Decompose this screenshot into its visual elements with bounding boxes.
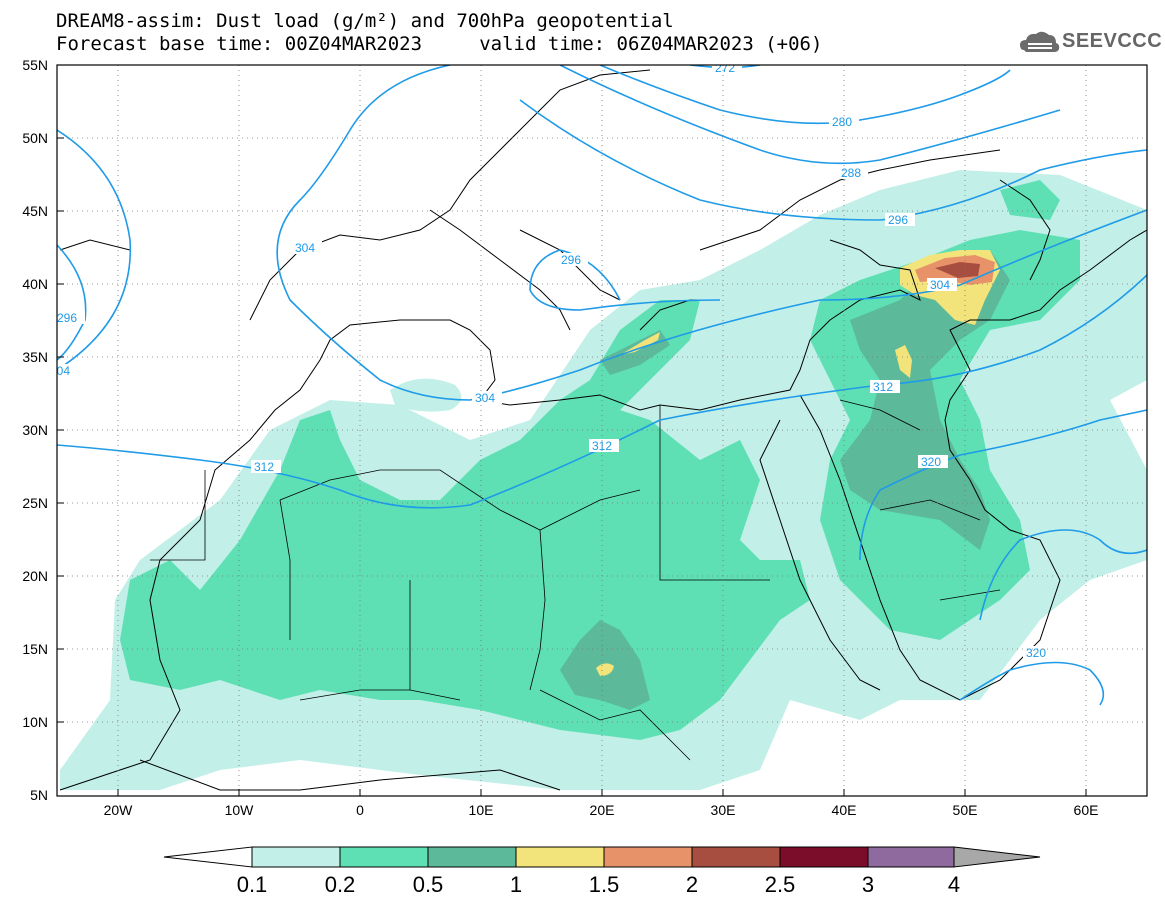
cloud-logo-icon (1020, 31, 1060, 52)
lat-label: 25N (22, 495, 48, 511)
lon-label: 10W (225, 802, 255, 818)
contour-label: 312 (873, 380, 893, 394)
axis-ticks (57, 137, 1087, 796)
contour-label: 320 (1026, 646, 1046, 660)
contour-label: 296 (888, 213, 908, 227)
contour-label: 304 (930, 278, 950, 292)
lat-label: 40N (22, 276, 48, 292)
contour-label: 304 (295, 241, 315, 255)
country-borders (150, 399, 1001, 761)
dust-layer-0-5 (560, 250, 1010, 710)
colorbar-swatch (603, 846, 693, 868)
contour-labels: 272 280 288 296 304 296 304 304 296 312 … (50, 61, 1053, 660)
lat-label: 30N (22, 422, 48, 438)
lon-label: 10E (469, 802, 494, 818)
lon-label: 40E (832, 802, 857, 818)
colorbar-swatch (251, 846, 341, 868)
lon-label: 60E (1074, 802, 1099, 818)
dust-layer-2 (935, 262, 980, 278)
colorbar-label: 1.5 (588, 872, 620, 897)
contour-label: 304 (50, 364, 70, 378)
colorbar-swatch (691, 846, 781, 868)
colorbar-swatch (867, 846, 955, 868)
lat-label: 35N (22, 349, 48, 365)
colorbar-label: 1 (509, 872, 523, 897)
colorbar-label: 2.5 (764, 872, 796, 897)
contour-label: 272 (715, 61, 735, 75)
gridlines (57, 65, 1147, 796)
logo-text: SEEVCCC (1062, 30, 1163, 52)
lat-label: 45N (22, 203, 48, 219)
contour-label: 296 (561, 253, 581, 267)
colorbar-label: 0.2 (324, 872, 356, 897)
lat-labels: 55N 50N 45N 40N 35N 30N 25N 20N 15N 10N … (22, 57, 48, 803)
colorbar-label: 4 (947, 872, 961, 897)
colorbar-swatch (779, 846, 869, 868)
colorbar-label: 3 (861, 872, 875, 897)
colorbar-high-arrow (953, 846, 1041, 868)
contour-label: 304 (475, 391, 495, 405)
colorbar-swatch (515, 846, 605, 868)
geopotential-contours (57, 65, 1147, 706)
lon-label: 50E (953, 802, 978, 818)
colorbar-swatch (427, 846, 517, 868)
colorbar-low-arrow (163, 846, 253, 868)
contour-label: 320 (921, 455, 941, 469)
contour-label: 288 (841, 166, 861, 180)
lat-label: 55N (22, 57, 48, 73)
contour-label: 280 (832, 115, 852, 129)
lat-label: 20N (22, 568, 48, 584)
colorbar (163, 846, 1041, 868)
lat-label: 50N (22, 130, 48, 146)
lon-label: 20W (104, 802, 134, 818)
lat-label: 5N (30, 787, 48, 803)
lon-label: 30E (711, 802, 736, 818)
chart-subtitle: Forecast base time: 00Z04MAR2023 valid t… (56, 33, 823, 55)
lon-label: 0 (356, 802, 364, 818)
lon-labels: 20W 10W 0 10E 20E 30E 40E 50E 60E (104, 802, 1099, 818)
lat-label: 15N (22, 641, 48, 657)
colorbar-label: 0.5 (412, 872, 444, 897)
contour-label: 312 (254, 460, 274, 474)
colorbar-label: 2 (685, 872, 699, 897)
lat-label: 10N (22, 714, 48, 730)
colorbar-swatch (339, 846, 429, 868)
contour-label: 296 (57, 311, 77, 325)
colorbar-label: 0.1 (236, 872, 268, 897)
lon-label: 20E (590, 802, 615, 818)
chart-title: DREAM8-assim: Dust load (g/m²) and 700hP… (56, 10, 674, 32)
